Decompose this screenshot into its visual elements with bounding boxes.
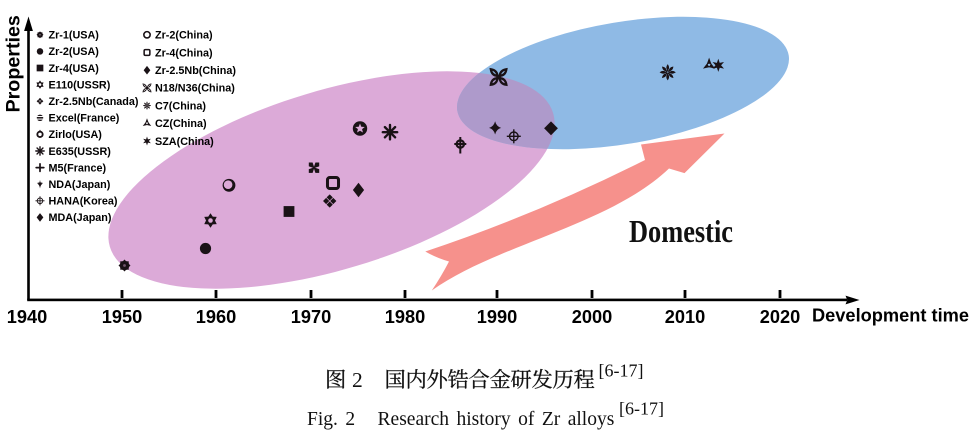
svg-text:E110(USSR): E110(USSR) (49, 79, 111, 91)
svg-text:CZ(China): CZ(China) (155, 118, 207, 130)
svg-text:Zr-4(China): Zr-4(China) (155, 47, 213, 59)
svg-text:1960: 1960 (196, 307, 236, 327)
svg-text:2010: 2010 (665, 307, 705, 327)
svg-text:E635(USSR): E635(USSR) (49, 146, 112, 158)
svg-text:MDA(Japan): MDA(Japan) (49, 212, 112, 224)
svg-text:1970: 1970 (291, 307, 331, 327)
svg-text:2020: 2020 (760, 307, 800, 327)
svg-text:Fig. 2 Research history of Z: Fig. 2 Research history of Zr alloys (307, 409, 614, 430)
svg-text:Zr-1(USA): Zr-1(USA) (49, 30, 100, 42)
svg-text:[6-17]: [6-17] (599, 361, 644, 381)
svg-text:Properties: Properties (3, 15, 25, 112)
svg-text:Zr-4(USA): Zr-4(USA) (49, 63, 100, 75)
svg-text:1980: 1980 (385, 307, 425, 327)
svg-text:Domestic: Domestic (629, 213, 733, 249)
svg-text:1990: 1990 (477, 307, 517, 327)
svg-text:M5(France): M5(France) (49, 162, 107, 174)
svg-text:Zr-2(China): Zr-2(China) (155, 30, 213, 42)
svg-text:N18/N36(China): N18/N36(China) (155, 83, 235, 95)
svg-text:SZA(China): SZA(China) (155, 136, 214, 148)
svg-text:Zirlo(USA): Zirlo(USA) (49, 129, 103, 141)
svg-text:Development time: Development time (812, 306, 969, 326)
svg-text:Zr-2.5Nb(Canada): Zr-2.5Nb(Canada) (49, 96, 139, 108)
svg-text:Excel(France): Excel(France) (49, 113, 120, 125)
svg-text:2000: 2000 (572, 307, 612, 327)
svg-text:NDA(Japan): NDA(Japan) (49, 179, 111, 191)
svg-text:Zr-2(USA): Zr-2(USA) (49, 46, 100, 58)
svg-text:C7(China): C7(China) (155, 100, 206, 112)
svg-text:1940: 1940 (7, 307, 47, 327)
svg-text:2: 2 (352, 368, 363, 392)
svg-text:Zr-2.5Nb(China): Zr-2.5Nb(China) (155, 65, 236, 77)
svg-text:1950: 1950 (102, 307, 142, 327)
svg-text:[6-17]: [6-17] (619, 399, 664, 419)
svg-text:HANA(Korea): HANA(Korea) (49, 196, 118, 208)
